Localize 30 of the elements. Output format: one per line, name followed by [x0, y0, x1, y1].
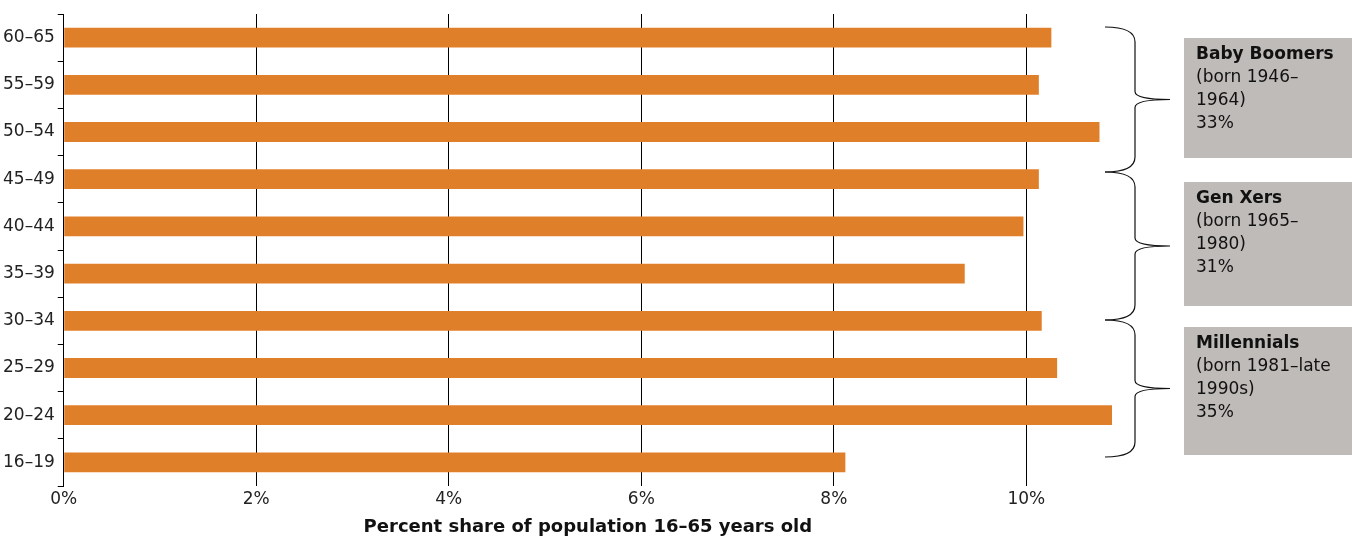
text: Baby Boomers (born 1946–1964) 33%: [1196, 42, 1335, 134]
y-tick-label: 35–39: [3, 262, 55, 283]
text: Millennials (born 1981–late 1990s) 35%: [1196, 331, 1332, 423]
bar: [64, 169, 1039, 190]
x-tick-label: 8%: [820, 487, 848, 508]
y-tick-label: 30–34: [3, 309, 55, 330]
y-tick-label: 40–44: [3, 214, 55, 235]
x-tick-label: 2%: [242, 487, 270, 508]
text: Gen Xers (born 1965–1980) 31%: [1196, 186, 1300, 278]
y-tick-label: 45–49: [3, 167, 55, 188]
bar: [64, 74, 1039, 95]
y-tick-label: 20–24: [3, 403, 55, 424]
bar: [64, 122, 1100, 142]
y-tick-label: 60–65: [3, 26, 55, 47]
y-tick-label: 16–19: [3, 450, 55, 471]
bar: [64, 27, 1052, 48]
bar: [64, 452, 846, 473]
x-tick-label: 6%: [627, 487, 655, 508]
y-tick-label: 55–59: [3, 73, 55, 94]
bar: [64, 263, 965, 284]
bar: [64, 310, 1042, 331]
x-tick-label: 0%: [50, 487, 78, 508]
bar: [64, 405, 1112, 426]
bar: [64, 216, 1024, 237]
x-axis-title: Percent share of population 16–65 years old: [363, 514, 813, 536]
x-tick-label: 4%: [435, 487, 463, 508]
y-tick-label: 25–29: [3, 356, 55, 377]
y-tick-label: 50–54: [3, 120, 55, 141]
x-tick-label: 10%: [1007, 487, 1046, 508]
bar: [64, 358, 1058, 378]
